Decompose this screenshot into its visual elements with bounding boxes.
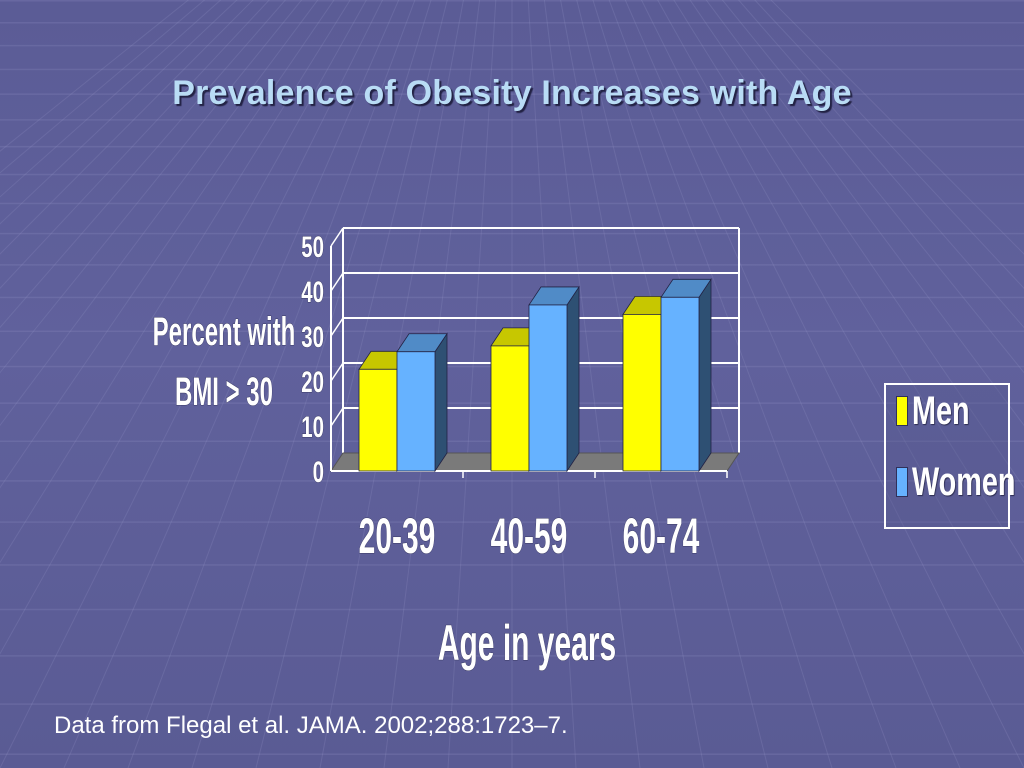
y-axis-title-line: Percent with — [153, 309, 296, 354]
grid-line — [255, 0, 448, 768]
grid-line — [608, 0, 897, 768]
legend-item-men: Men — [896, 386, 992, 436]
legend-item-women: Women — [896, 457, 1024, 507]
bar-men-40-59 — [490, 345, 530, 472]
legend-label-women: Women — [912, 459, 1016, 504]
gridline-side — [330, 407, 344, 427]
bar-side-women — [698, 277, 712, 473]
grid-line — [0, 173, 1024, 176]
grid-line — [0, 480, 1024, 482]
grid-line — [640, 0, 1024, 768]
grid-line — [0, 608, 1024, 611]
grid-line — [657, 0, 1024, 655]
grid-line — [0, 655, 1024, 657]
x-axis-title: Age in years — [438, 615, 616, 671]
slide-title: Prevalence of Obesity Increases with Age — [172, 74, 852, 112]
grid-line — [0, 0, 367, 655]
grid-line — [127, 0, 416, 768]
grid-line — [383, 0, 481, 768]
grid-line — [592, 0, 833, 768]
grid-line — [0, 0, 287, 329]
gridline-side — [330, 362, 344, 382]
gridline-side — [330, 317, 344, 337]
y-tick-label: 30 — [301, 321, 324, 354]
source-footnote: Data from Flegal et al. JAMA. 2002;288:1… — [54, 712, 568, 739]
y-tick-label: 0 — [313, 456, 324, 489]
y-tick-label: 50 — [301, 231, 324, 264]
grid-line — [560, 0, 705, 768]
bar-women-40-59 — [528, 304, 568, 472]
gridline-side — [330, 227, 344, 247]
bar-women-60-74 — [660, 296, 700, 472]
y-tick-label: 10 — [301, 411, 324, 444]
grid-line — [0, 521, 1024, 523]
grid-line — [673, 0, 1024, 564]
grid-line — [0, 145, 1024, 148]
grid-line — [576, 0, 769, 768]
grid-line — [0, 0, 270, 289]
legend-swatch-men — [896, 396, 908, 426]
grid-line — [705, 0, 1024, 427]
grid-line — [543, 0, 641, 768]
grid-line — [191, 0, 432, 768]
grid-line — [447, 0, 497, 768]
y-axis-title-line: BMI > 30 — [175, 369, 273, 414]
grid-line — [0, 0, 1024, 2]
legend-label-men: Men — [912, 388, 970, 433]
grid-line — [737, 0, 1024, 329]
grid-line — [0, 232, 1024, 235]
grid-line — [0, 264, 1024, 266]
x-tick-label: 20-39 — [359, 508, 436, 564]
grid-line — [0, 44, 1024, 47]
bar-men-20-39 — [358, 368, 398, 472]
bar-men-60-74 — [622, 313, 662, 472]
grid-line — [0, 0, 319, 427]
grid-line — [0, 22, 1024, 24]
grid-line — [0, 68, 1024, 71]
bar-women-20-39 — [396, 351, 436, 472]
grid-line — [689, 0, 1024, 489]
grid-line — [0, 296, 1024, 299]
grid-line — [0, 0, 351, 564]
grid-line — [527, 0, 577, 768]
grid-line — [63, 0, 400, 768]
grid-line — [0, 202, 1024, 205]
chart-legend: Men Women — [884, 383, 1015, 529]
grid-line — [0, 0, 384, 768]
y-tick-label: 20 — [301, 366, 324, 399]
gridline-side — [330, 272, 344, 292]
grid-line — [0, 0, 335, 489]
grid-line — [721, 0, 1024, 374]
grid-line — [0, 119, 1024, 121]
x-tick-label: 60-74 — [623, 508, 700, 564]
bar-side-women — [434, 332, 448, 473]
grid-line — [0, 703, 1024, 705]
grid-line — [624, 0, 961, 768]
x-tick-label: 40-59 — [491, 508, 568, 564]
bar-side-women — [566, 285, 580, 473]
grid-line — [319, 0, 464, 768]
grid-line — [0, 564, 1024, 566]
grid-line — [0, 0, 303, 374]
grid-line — [0, 93, 1024, 95]
legend-swatch-women — [896, 467, 908, 497]
grid-line — [0, 753, 1024, 755]
grid-line — [754, 0, 1024, 289]
y-tick-label: 40 — [301, 276, 324, 309]
